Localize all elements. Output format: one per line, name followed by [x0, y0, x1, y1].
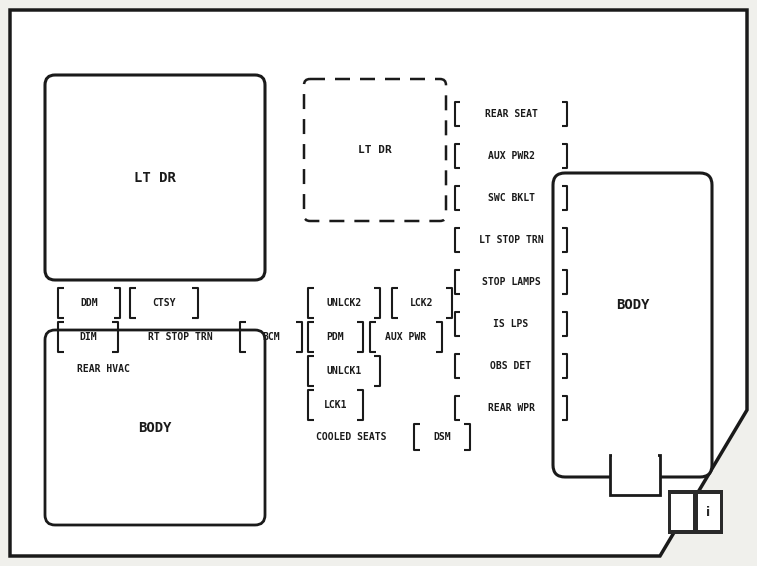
Text: UNLCK2: UNLCK2 — [326, 298, 362, 308]
Bar — [668, 490, 723, 534]
Text: OBS DET: OBS DET — [491, 361, 531, 371]
Text: REAR HVAC: REAR HVAC — [76, 364, 129, 374]
Text: UNLCK1: UNLCK1 — [326, 366, 362, 376]
Text: PDM: PDM — [327, 332, 344, 342]
Text: LCK1: LCK1 — [324, 400, 347, 410]
FancyBboxPatch shape — [45, 75, 265, 280]
Polygon shape — [10, 10, 747, 556]
FancyBboxPatch shape — [304, 79, 446, 221]
Text: IS LPS: IS LPS — [494, 319, 528, 329]
FancyBboxPatch shape — [45, 330, 265, 525]
Bar — [610, 455, 660, 495]
Text: REAR WPR: REAR WPR — [488, 403, 534, 413]
Bar — [697, 494, 720, 530]
Text: DSM: DSM — [433, 432, 451, 442]
Text: i: i — [706, 505, 710, 518]
Text: REAR SEAT: REAR SEAT — [484, 109, 537, 119]
Text: COOLED SEATS: COOLED SEATS — [316, 432, 386, 442]
Text: BODY: BODY — [615, 298, 650, 312]
Text: LCK2: LCK2 — [410, 298, 434, 308]
Text: STOP LAMPS: STOP LAMPS — [481, 277, 540, 287]
Bar — [671, 494, 693, 530]
Text: LT DR: LT DR — [358, 145, 392, 155]
Text: RT STOP TRN: RT STOP TRN — [148, 332, 212, 342]
Text: DDM: DDM — [80, 298, 98, 308]
Text: LT STOP TRN: LT STOP TRN — [478, 235, 544, 245]
Text: CTSY: CTSY — [152, 298, 176, 308]
Text: BODY: BODY — [139, 421, 172, 435]
Text: DIM: DIM — [79, 332, 97, 342]
Text: AUX PWR2: AUX PWR2 — [488, 151, 534, 161]
FancyBboxPatch shape — [553, 173, 712, 477]
Text: LT DR: LT DR — [134, 170, 176, 185]
Text: BCM: BCM — [262, 332, 280, 342]
Text: SWC BKLT: SWC BKLT — [488, 193, 534, 203]
Text: AUX PWR: AUX PWR — [385, 332, 426, 342]
Bar — [612, 453, 658, 459]
